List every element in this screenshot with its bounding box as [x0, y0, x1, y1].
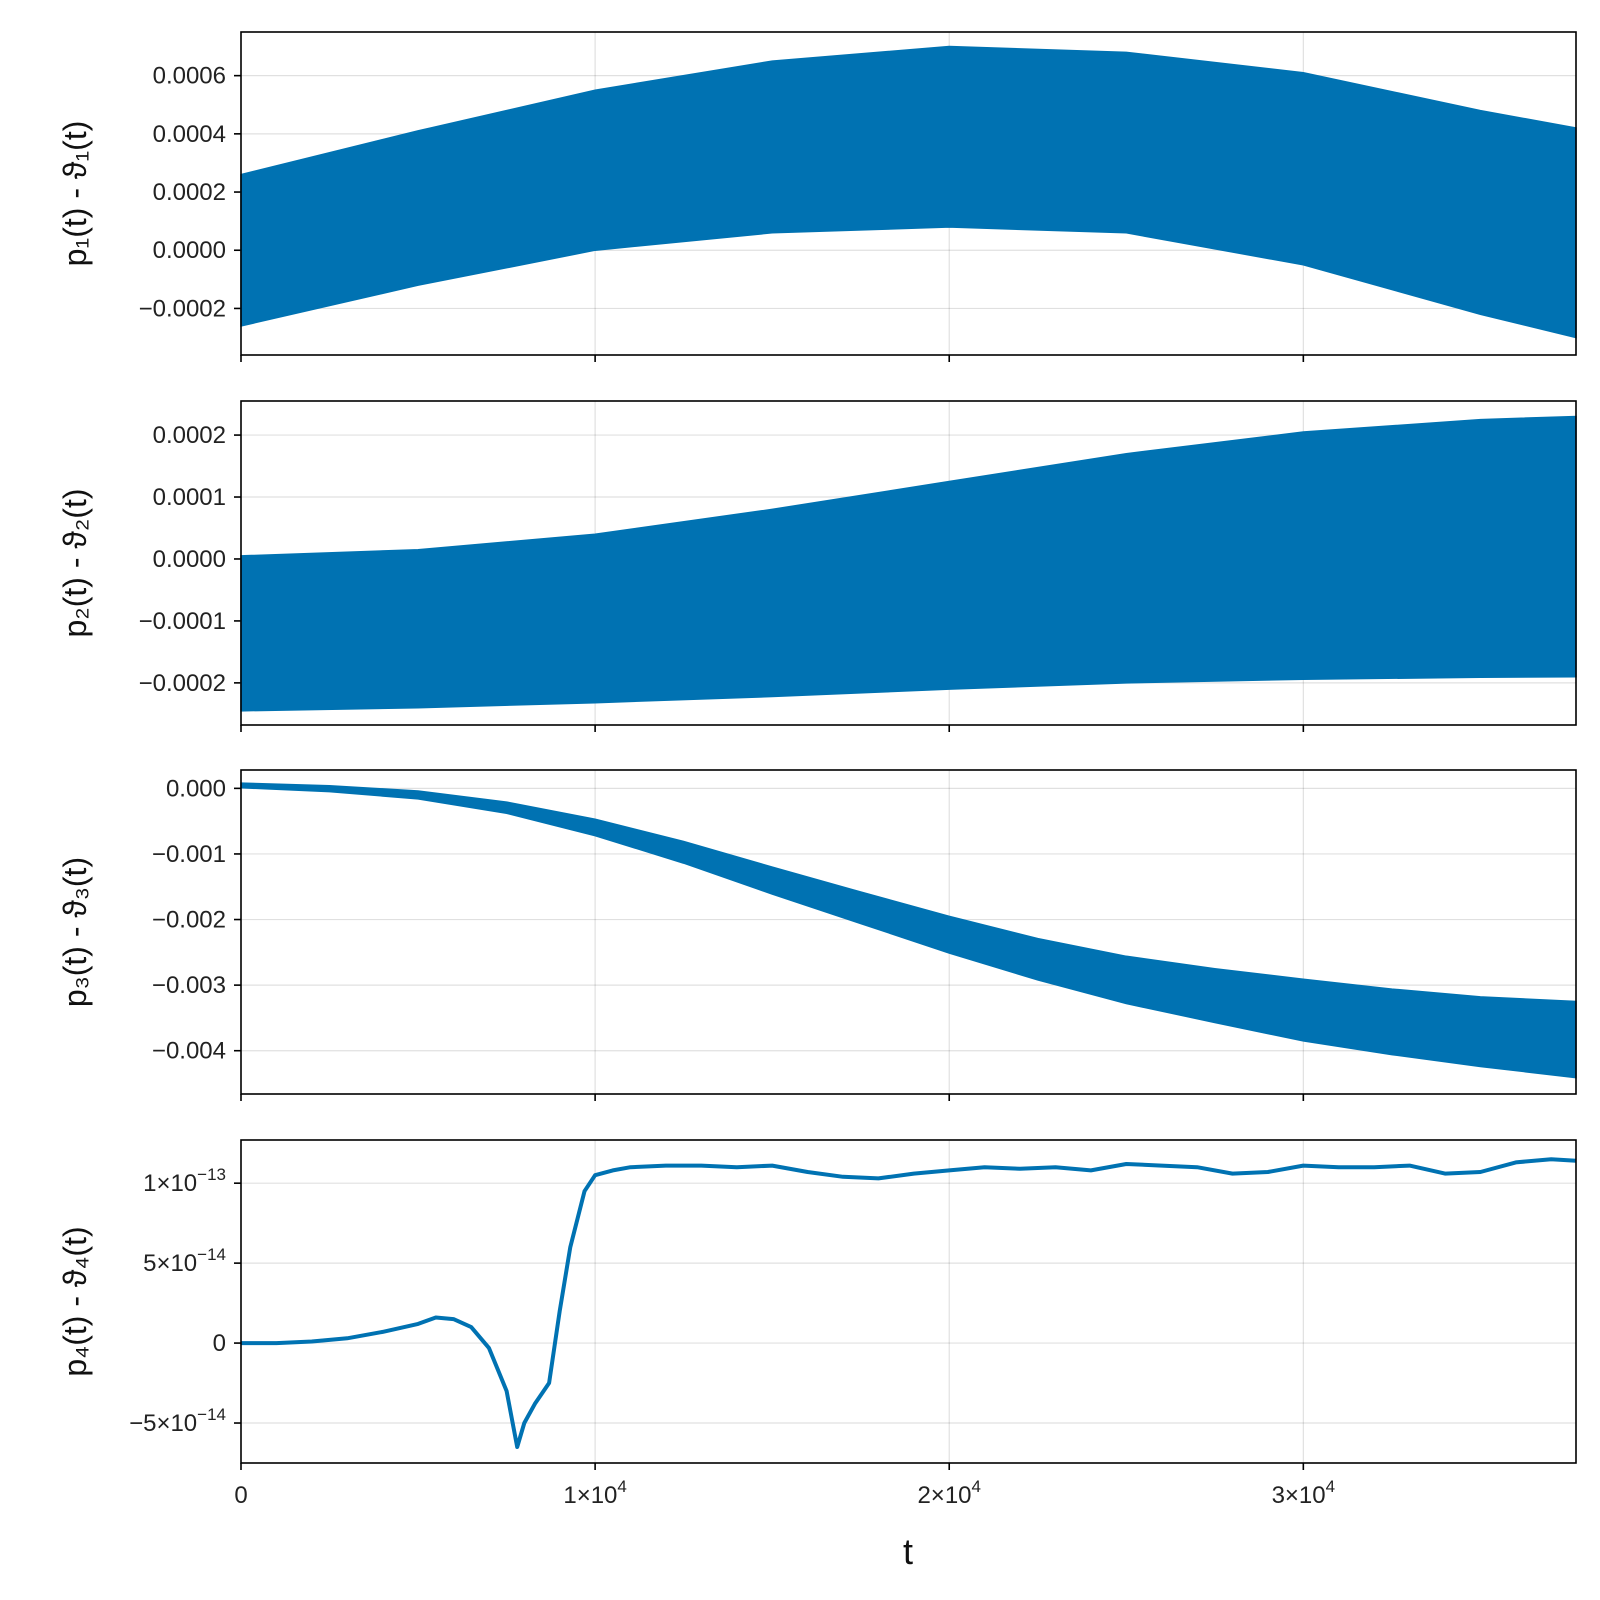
panel-2-ytick-label-3: 0.0001 [153, 484, 226, 511]
panel-2-ytick-label-3-base: 0.0001 [153, 484, 226, 511]
panel-3-ylabel: p₃(t) - ϑ₃(t) [57, 857, 93, 1007]
panel-3-ytick-label-3: −0.001 [152, 841, 226, 868]
panel-2-ytick-label-0-base: −0.0002 [139, 670, 226, 697]
x-tick-labels: 0 1×104 2×104 3×104 [234, 1477, 1335, 1509]
panel-3-oscillation-band [240, 782, 1577, 1079]
panel-3-ytick-label-4: 0.000 [166, 775, 226, 802]
panel-4-frame [240, 1139, 1577, 1464]
panel-2-ytick-label-2-base: 0.0000 [153, 546, 226, 573]
x-tick-label-3-exponent: 4 [1326, 1477, 1335, 1496]
x-tick-label-0-base: 0 [234, 1482, 247, 1509]
x-tick-label-0: 0 [234, 1482, 247, 1509]
panel-1-frame [240, 31, 1577, 356]
panel-1-ylabel: p₁(t) - ϑ₁(t) [57, 121, 93, 267]
x-tick-label-2: 2×104 [917, 1477, 981, 1509]
x-tick-label-3: 3×104 [1272, 1477, 1336, 1509]
panel-1-ytick-label-3: 0.0004 [153, 121, 226, 148]
panel-3-ytick-label-1: −0.003 [152, 972, 226, 999]
panel-4-series-line [241, 1157, 1577, 1449]
panel-3-ytick-label-0: −0.004 [152, 1038, 226, 1065]
panel-4-ytick-label-1-base: 0 [213, 1330, 226, 1357]
panel-1-ytick-label-4-base: 0.0006 [153, 63, 226, 90]
panel-3-ytick-label-4-base: 0.000 [166, 775, 226, 802]
panel-2-ytick-label-4: 0.0002 [153, 422, 226, 449]
panel-4-ytick-label-0-base: −5×10 [129, 1410, 197, 1437]
panel-2-oscillation-band [240, 415, 1577, 712]
panel-4-ytick-label-3-base: 1×10 [143, 1170, 197, 1197]
panel-3-ytick-label-0-base: −0.004 [152, 1038, 226, 1065]
panel-2-ytick-label-1: −0.0001 [139, 608, 226, 635]
panel-4-ytick-label-3: 1×10−13 [143, 1165, 226, 1197]
panel-1-ytick-label-1: 0.0000 [153, 237, 226, 264]
x-tick-label-1: 1×104 [563, 1477, 627, 1509]
panel-3-ytick-label-2-base: −0.002 [152, 907, 226, 934]
panel-4-ytick-label-0: −5×10−14 [129, 1405, 226, 1437]
x-tick-label-2-base: 2×10 [917, 1482, 971, 1509]
panel-3-ytick-label-1-base: −0.003 [152, 972, 226, 999]
panel-1-ytick-label-3-base: 0.0004 [153, 121, 226, 148]
x-axis-label: t [903, 1531, 913, 1572]
panel-4-ytick-label-0-exponent: −14 [197, 1405, 226, 1424]
panel-1-ytick-label-4: 0.0006 [153, 63, 226, 90]
panel-4-ytick-label-2-base: 5×10 [143, 1250, 197, 1277]
panel-3-ytick-label-3-base: −0.001 [152, 841, 226, 868]
panel-4-ytick-label-2: 5×10−14 [143, 1245, 226, 1277]
panel-4-ylabel: p₄(t) - ϑ₄(t) [57, 1226, 93, 1376]
panel-2-ytick-label-4-base: 0.0002 [153, 422, 226, 449]
panel-1: −0.0002 0.0000 0.0002 0.0004 0.0006 p₁(t) - ϑ… [57, 31, 1577, 362]
panel-1-ytick-label-0-base: −0.0002 [139, 295, 226, 322]
x-tick-label-1-base: 1×10 [563, 1482, 617, 1509]
panel-2-ytick-label-0: −0.0002 [139, 670, 226, 697]
panel-1-ytick-label-2-base: 0.0002 [153, 179, 226, 206]
panel-1-ytick-label-0: −0.0002 [139, 295, 226, 322]
x-tick-label-3-base: 3×10 [1272, 1482, 1326, 1509]
panel-2-ylabel: p₂(t) - ϑ₂(t) [57, 489, 93, 638]
panel-4-ytick-label-1: 0 [213, 1330, 226, 1357]
panel-1-ytick-label-2: 0.0002 [153, 179, 226, 206]
panel-1-oscillation-band [240, 45, 1577, 339]
x-tick-label-2-exponent: 4 [972, 1477, 981, 1496]
panel-2: −0.0002 −0.0001 0.0000 0.0001 0.0002 p₂(t) - … [57, 400, 1577, 732]
panel-2-ytick-label-1-base: −0.0001 [139, 608, 226, 635]
panel-3-frame [240, 769, 1577, 1095]
x-tick-label-1-exponent: 4 [617, 1477, 626, 1496]
panel-3-ytick-label-2: −0.002 [152, 907, 226, 934]
panel-2-ytick-label-2: 0.0000 [153, 546, 226, 573]
panel-1-ytick-label-1-base: 0.0000 [153, 237, 226, 264]
panel-4-ytick-label-3-exponent: −13 [197, 1165, 226, 1184]
panel-3: −0.004 −0.003 −0.002 −0.001 0.000 p₃(t) - ϑ₃(… [57, 769, 1577, 1101]
panel-4-ytick-label-2-exponent: −14 [197, 1245, 226, 1264]
panel-2-frame [240, 400, 1577, 726]
